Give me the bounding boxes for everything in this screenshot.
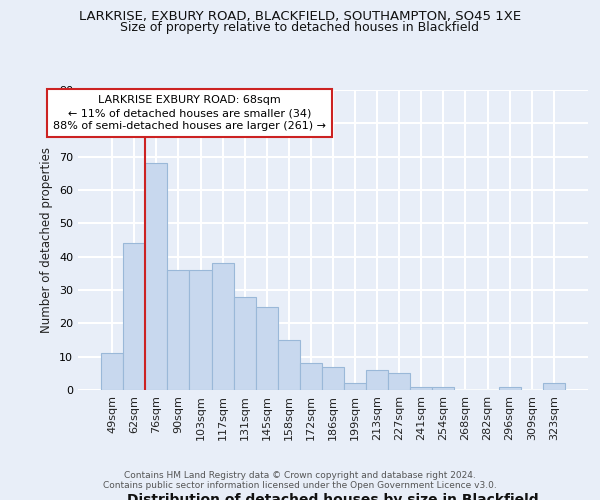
X-axis label: Distribution of detached houses by size in Blackfield: Distribution of detached houses by size …	[127, 493, 539, 500]
Bar	[212, 264, 233, 390]
Bar	[233, 296, 256, 390]
Text: Contains HM Land Registry data © Crown copyright and database right 2024.: Contains HM Land Registry data © Crown c…	[124, 471, 476, 480]
Y-axis label: Number of detached properties: Number of detached properties	[40, 147, 53, 333]
Bar	[499, 386, 521, 390]
Bar	[101, 354, 123, 390]
Bar	[190, 270, 212, 390]
Bar	[543, 384, 565, 390]
Text: LARKRISE EXBURY ROAD: 68sqm
← 11% of detached houses are smaller (34)
88% of sem: LARKRISE EXBURY ROAD: 68sqm ← 11% of det…	[53, 95, 326, 132]
Bar	[433, 386, 454, 390]
Bar	[300, 364, 322, 390]
Text: Contains public sector information licensed under the Open Government Licence v3: Contains public sector information licen…	[103, 481, 497, 490]
Bar	[366, 370, 388, 390]
Bar	[344, 384, 366, 390]
Bar	[410, 386, 433, 390]
Bar	[388, 374, 410, 390]
Bar	[278, 340, 300, 390]
Bar	[123, 244, 145, 390]
Text: LARKRISE, EXBURY ROAD, BLACKFIELD, SOUTHAMPTON, SO45 1XE: LARKRISE, EXBURY ROAD, BLACKFIELD, SOUTH…	[79, 10, 521, 23]
Text: Size of property relative to detached houses in Blackfield: Size of property relative to detached ho…	[121, 21, 479, 34]
Bar	[167, 270, 190, 390]
Bar	[145, 164, 167, 390]
Bar	[256, 306, 278, 390]
Bar	[322, 366, 344, 390]
